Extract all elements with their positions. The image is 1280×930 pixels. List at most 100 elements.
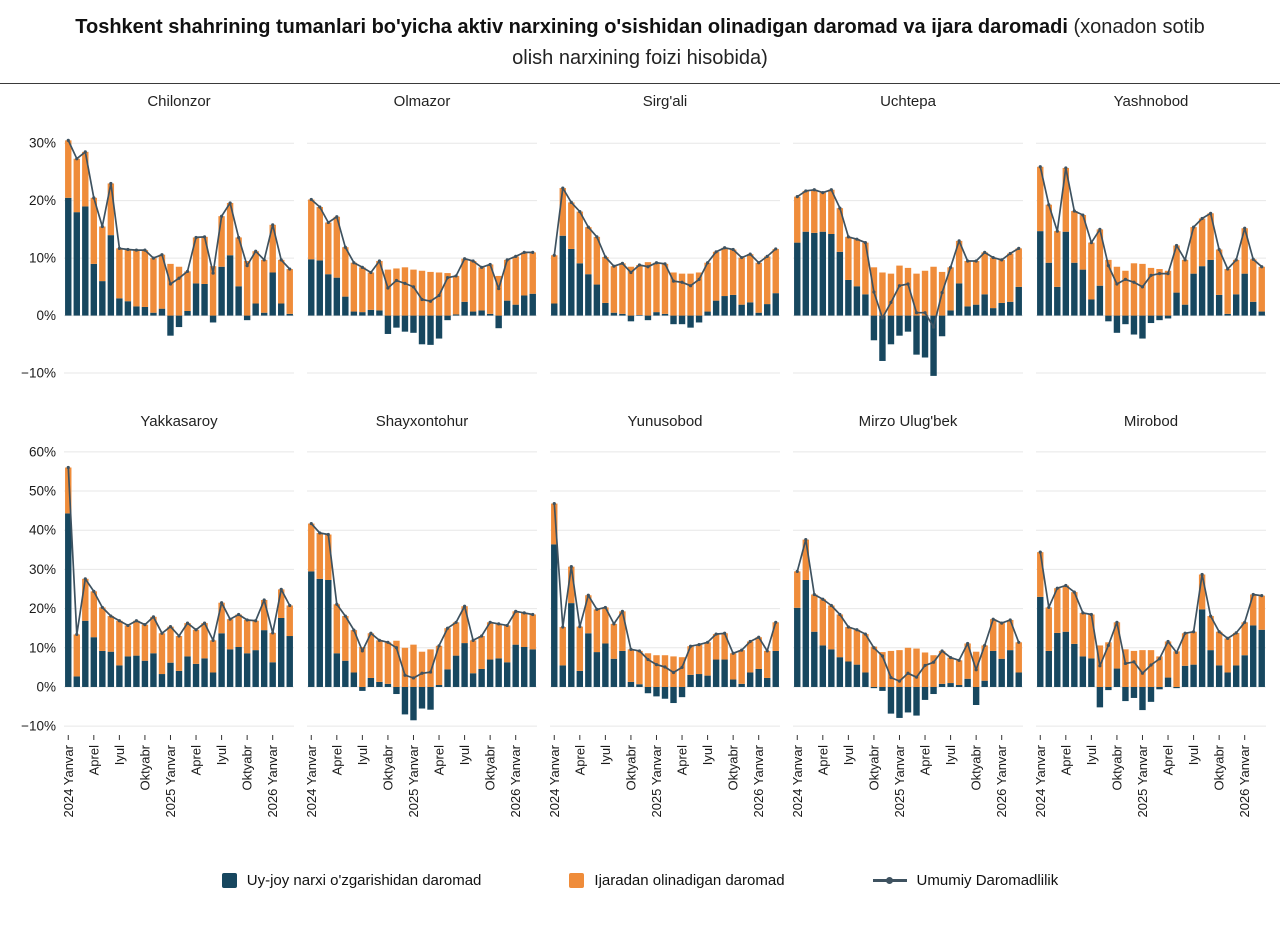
line-marker: [586, 593, 590, 597]
price-bar: [286, 313, 293, 316]
price-bar: [755, 668, 762, 687]
price-bar: [503, 662, 511, 687]
rent-bar: [512, 611, 519, 645]
rent-bar: [316, 532, 323, 579]
price-bar: [938, 683, 946, 687]
chart-panel: Mirobod 2024 Yanvar Aprel Iyul Oktyabr 2025 Y…: [1033, 413, 1266, 818]
rent-bar: [393, 640, 400, 687]
x-axis-tick-label: Aprel: [815, 745, 830, 775]
rent-bar: [1071, 211, 1078, 263]
rent-bar: [1037, 552, 1044, 597]
line-marker: [514, 254, 518, 259]
rent-bar: [568, 566, 575, 604]
rent-bar: [1156, 656, 1163, 687]
rent-bar: [1062, 167, 1070, 232]
price-bar: [1139, 686, 1146, 711]
rent-bar: [444, 273, 451, 316]
rent-bar: [576, 626, 584, 671]
line-marker: [531, 250, 535, 254]
price-bar: [269, 662, 276, 687]
x-axis-tick-label: Iyul: [355, 745, 370, 765]
line-marker: [663, 262, 667, 266]
price-bar: [376, 310, 383, 316]
price-bar: [469, 311, 477, 316]
rent-bar: [73, 634, 80, 677]
line-marker: [1183, 631, 1187, 635]
line-marker: [75, 632, 79, 637]
rent-bar: [1147, 267, 1155, 316]
price-bar: [184, 310, 191, 316]
price-bar: [610, 312, 618, 316]
price-bar: [930, 686, 937, 695]
price-bar: [1232, 294, 1240, 316]
price-bar: [410, 315, 417, 333]
rent-bar: [981, 645, 988, 681]
price-bar: [1071, 643, 1078, 687]
line-marker: [1115, 620, 1119, 624]
price-bar: [1198, 609, 1206, 687]
line-marker: [1200, 216, 1204, 221]
rent-bar: [367, 272, 375, 310]
rent-bar: [427, 649, 434, 687]
price-bar: [1190, 664, 1197, 687]
rent-bar: [503, 259, 511, 301]
price-bar: [729, 294, 737, 316]
price-bar: [1105, 686, 1112, 691]
y-axis-tick-label: 0%: [36, 308, 56, 323]
rent-bar: [1139, 263, 1146, 316]
price-bar: [738, 683, 745, 687]
price-bar: [1164, 315, 1172, 319]
price-bar: [836, 251, 844, 316]
rent-bar: [938, 650, 946, 684]
line-marker: [445, 276, 450, 280]
line-marker: [821, 191, 825, 195]
line-marker: [505, 258, 509, 262]
line-marker: [471, 259, 475, 263]
line-marker: [177, 276, 181, 280]
rent-income-swatch-icon: [569, 873, 585, 888]
x-axis-tick-label: Aprel: [189, 745, 204, 775]
price-bar: [435, 315, 443, 339]
price-bar: [845, 661, 852, 687]
line-marker: [1157, 272, 1162, 276]
price-bar: [65, 513, 72, 687]
price-bar: [1173, 686, 1180, 689]
rent-bar: [678, 657, 686, 687]
price-bar: [1113, 668, 1121, 687]
rent-bar: [184, 271, 191, 311]
rent-bar: [529, 614, 536, 650]
line-marker: [931, 660, 936, 664]
rent-bar: [486, 264, 494, 314]
x-axis-tick-label: Aprel: [1058, 745, 1073, 775]
rent-bar: [478, 267, 485, 311]
price-bar: [712, 300, 720, 316]
price-bar: [359, 312, 366, 316]
rent-bar: [65, 140, 72, 198]
rent-bar: [452, 622, 460, 656]
line-marker: [705, 640, 710, 644]
x-axis-tick-label: 2024 Yanvar: [304, 744, 319, 817]
line-marker: [948, 655, 953, 660]
rent-bar: [1215, 631, 1223, 666]
line-marker: [838, 206, 842, 210]
panel-title: Uchtepa: [880, 93, 937, 110]
price-bar: [678, 315, 686, 325]
line-marker: [202, 235, 207, 239]
line-marker: [1251, 257, 1255, 261]
rent-bar: [1190, 631, 1197, 665]
line-marker: [352, 261, 356, 265]
price-bar: [486, 313, 494, 316]
price-bar: [333, 277, 341, 316]
price-bar: [427, 686, 434, 710]
price-bar: [670, 315, 677, 325]
x-axis-tick-label: Oktyabr: [623, 744, 638, 790]
rent-bar: [308, 199, 315, 260]
line-marker: [966, 259, 970, 263]
rent-income-bars: [65, 140, 293, 316]
rent-bar: [955, 240, 963, 284]
line-marker: [1183, 258, 1187, 262]
price-bar: [167, 662, 174, 687]
line-marker: [480, 634, 484, 638]
price-bar: [870, 686, 878, 689]
line-marker: [1174, 650, 1179, 655]
